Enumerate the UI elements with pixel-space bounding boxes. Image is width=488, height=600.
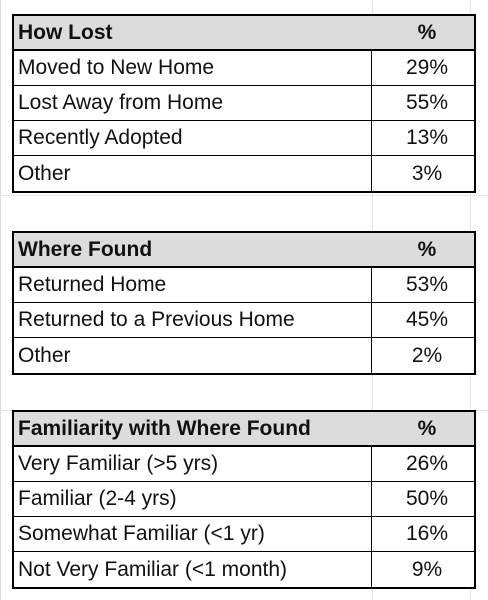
- table-row: Somewhat Familiar (<1 yr) 16%: [14, 517, 474, 552]
- header-label: Where Found: [18, 237, 153, 261]
- table-row: Not Very Familiar (<1 month) 9%: [14, 552, 474, 587]
- row-pct[interactable]: 53%: [405, 273, 449, 296]
- row-label[interactable]: Lost Away from Home: [14, 86, 372, 120]
- table-row: Lost Away from Home 55%: [14, 86, 474, 121]
- header-label: Familiarity with Where Found: [18, 416, 311, 440]
- row-label[interactable]: Moved to New Home: [14, 51, 372, 85]
- row-pct[interactable]: 3%: [411, 161, 443, 185]
- table-row: Moved to New Home 29%: [14, 51, 474, 86]
- row-pct[interactable]: 45%: [405, 308, 449, 331]
- how-lost-table: How Lost % Moved to New Home 29% Lost Aw…: [12, 14, 476, 193]
- row-label[interactable]: Other: [14, 156, 372, 191]
- row-pct[interactable]: 16%: [405, 522, 449, 545]
- row-pct[interactable]: 26%: [405, 452, 449, 475]
- header-pct: %: [417, 20, 437, 44]
- row-pct[interactable]: 13%: [405, 126, 449, 149]
- row-label[interactable]: Returned Home: [14, 268, 372, 302]
- table-row: Returned to a Previous Home 45%: [14, 303, 474, 338]
- row-label[interactable]: Returned to a Previous Home: [14, 303, 372, 337]
- table-header-row: Familiarity with Where Found %: [14, 412, 474, 447]
- row-label[interactable]: Other: [14, 338, 372, 373]
- table-header-row: Where Found %: [14, 233, 474, 268]
- row-pct[interactable]: 55%: [405, 91, 449, 114]
- row-pct[interactable]: 50%: [405, 487, 449, 510]
- grid-line: [0, 195, 488, 196]
- table-row: Other 3%: [14, 156, 474, 191]
- table-row: Returned Home 53%: [14, 268, 474, 303]
- row-label[interactable]: Not Very Familiar (<1 month): [14, 552, 372, 587]
- row-label[interactable]: Familiar (2-4 yrs): [14, 482, 372, 516]
- familiarity-table: Familiarity with Where Found % Very Fami…: [12, 410, 476, 589]
- where-found-table: Where Found % Returned Home 53% Returned…: [12, 231, 476, 375]
- header-pct: %: [417, 416, 437, 440]
- row-label[interactable]: Very Familiar (>5 yrs): [14, 447, 372, 481]
- table-row: Familiar (2-4 yrs) 50%: [14, 482, 474, 517]
- row-pct[interactable]: 2%: [411, 343, 443, 367]
- header-label: How Lost: [18, 20, 113, 44]
- row-label[interactable]: Recently Adopted: [14, 121, 372, 155]
- row-pct[interactable]: 9%: [411, 557, 443, 581]
- header-pct: %: [417, 237, 437, 261]
- table-row: Recently Adopted 13%: [14, 121, 474, 156]
- table-row: Other 2%: [14, 338, 474, 373]
- row-pct[interactable]: 29%: [405, 56, 449, 79]
- table-row: Very Familiar (>5 yrs) 26%: [14, 447, 474, 482]
- row-label[interactable]: Somewhat Familiar (<1 yr): [14, 517, 372, 551]
- table-header-row: How Lost %: [14, 16, 474, 51]
